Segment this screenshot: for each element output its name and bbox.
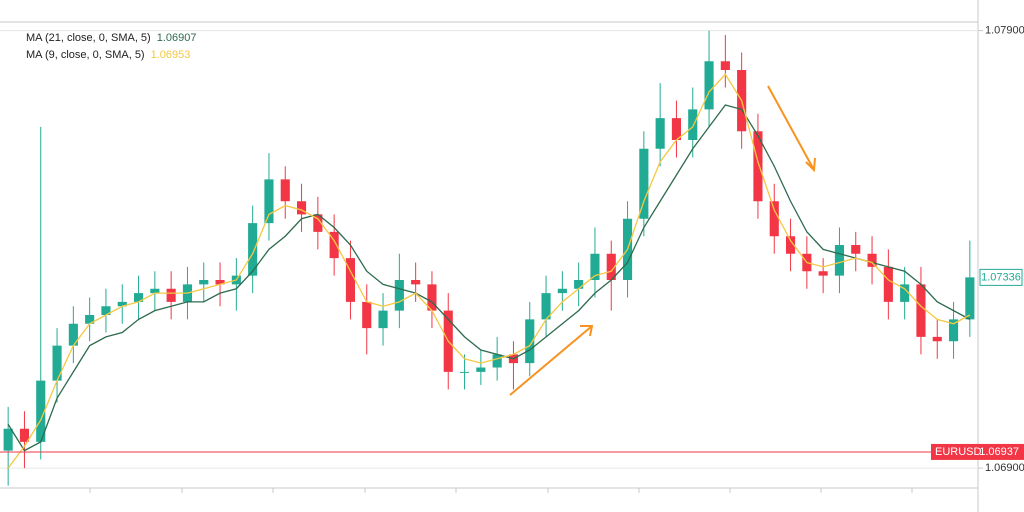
symbol-price-label: 1.06937 (979, 446, 1019, 458)
candle-body (574, 280, 584, 289)
candle-body (834, 245, 845, 276)
candle-body (459, 371, 470, 373)
candle-body (378, 310, 388, 329)
candle-body (948, 319, 959, 342)
candle-body (851, 245, 861, 254)
moving-average (7, 73, 971, 469)
candle-body (85, 315, 95, 324)
candle-body (150, 288, 160, 294)
candle-body (769, 201, 779, 237)
y-tick-label: 1.07900 (985, 25, 1024, 37)
candle-body (248, 223, 258, 276)
last-price-box (979, 268, 1023, 286)
candle-body (525, 319, 535, 364)
candle-body (639, 148, 649, 219)
candle-body (52, 345, 62, 381)
candle-body (3, 428, 13, 451)
legend-value: 1.06953 (151, 49, 191, 61)
symbol-label: EURUSD (935, 446, 982, 458)
candle-body (280, 179, 290, 202)
candle-body (492, 354, 502, 368)
candle-body (655, 118, 665, 149)
candle-body (785, 236, 796, 254)
candle-body (883, 266, 893, 302)
legend: MA (21, close, 0, SMA, 5) 1.06907 MA (9, c… (26, 32, 196, 61)
trend-arrows (509, 85, 816, 396)
candle-body (101, 306, 111, 315)
symbol-price-box (931, 443, 1024, 460)
candle-body (411, 280, 421, 285)
last-price-label: 1.07336 (981, 271, 1021, 283)
candle-body (427, 284, 437, 311)
candle-body (345, 258, 356, 302)
legend-name: MA (9, close, 0, SMA, 5) (26, 49, 145, 61)
candle-body (720, 61, 730, 70)
candle-body (133, 293, 144, 302)
candle-body (900, 284, 910, 302)
legend-name: MA (21, close, 0, SMA, 5) (26, 32, 151, 44)
candle-body (671, 118, 682, 140)
candle-body (215, 280, 225, 285)
candle-body (932, 336, 942, 342)
candle-body (36, 380, 46, 442)
moving-average (7, 104, 971, 452)
candle-body (590, 253, 600, 280)
candle-body (19, 428, 30, 442)
candle-body (688, 109, 698, 140)
candle-body (753, 131, 763, 202)
candle-body (541, 293, 551, 320)
time-ticks (89, 488, 913, 493)
candle-body (264, 179, 274, 224)
candle-body (818, 271, 828, 276)
candle-body (166, 288, 176, 302)
candle-body (362, 301, 372, 329)
candle-body (394, 280, 404, 311)
candle-body (916, 284, 926, 337)
candle-body (557, 288, 567, 294)
y-tick-label: 1.06900 (985, 462, 1024, 474)
candle-body (476, 367, 486, 372)
candle-body (704, 61, 714, 110)
candle-body (199, 280, 209, 285)
candle-body (606, 253, 616, 280)
up-arrow (509, 325, 594, 396)
candle-body (965, 277, 975, 320)
candle-body (117, 301, 127, 307)
candle-body (313, 214, 323, 232)
candle-body (68, 323, 78, 346)
legend-value: 1.06907 (157, 32, 197, 44)
down-arrow (767, 85, 816, 173)
candle-body (296, 201, 307, 215)
candle-body (329, 231, 339, 259)
candle-body (867, 253, 877, 267)
